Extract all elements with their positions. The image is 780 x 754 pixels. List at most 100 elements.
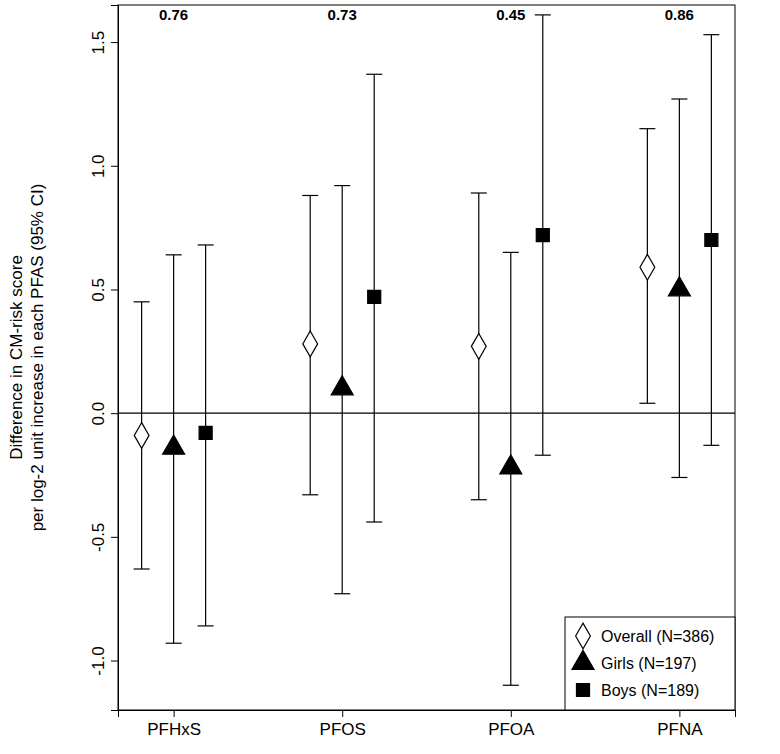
legend-symbol: [572, 650, 594, 669]
x-tick-mark: [174, 710, 175, 717]
y-tick-label: 0.0: [89, 402, 108, 426]
series: [198, 15, 720, 626]
error-bar-cap: [366, 521, 382, 522]
y-tick-label: -1.0: [89, 646, 108, 675]
x-tick-label: PFOS: [320, 720, 366, 739]
error-bar-cap: [703, 34, 719, 35]
legend-symbol: [576, 683, 589, 696]
point: [668, 277, 690, 296]
error-bar-cap: [366, 74, 382, 75]
error-bar-cap: [334, 593, 350, 594]
error-bar-cap: [471, 192, 487, 193]
legend-label: Girls (N=197): [601, 655, 697, 672]
x-axis: PFHxS PFOS PFOA PFNA: [119, 710, 736, 739]
x-tick: PFOS: [320, 710, 366, 739]
y-tick-mark: [111, 661, 118, 662]
x-tick-mark: [342, 710, 343, 717]
error-bar-cap: [198, 625, 214, 626]
x-tick-mark: [511, 710, 512, 717]
y-tick-mark: [111, 166, 118, 167]
p-value-label: 0.73: [328, 6, 357, 23]
legend-label: Overall (N=386): [601, 628, 714, 645]
y-axis-line: [111, 6, 119, 711]
x-tick-mark: [679, 710, 680, 717]
chart: -1.0 -0.5 0.0 0.5 1.0 1.5 PFHxS PFOS PFOA PFNA 0.7…: [0, 0, 780, 754]
y-axis-title-line: per log-2 unit increase in each PFAS (95…: [28, 184, 47, 532]
y-tick-mark: [111, 289, 118, 290]
error-bar: [703, 35, 719, 446]
error-bar-cap: [503, 685, 519, 686]
x-tick-label: PFOA: [488, 720, 535, 739]
y-tick-label: 1.0: [89, 154, 108, 178]
error-bar-cap: [166, 254, 182, 255]
point: [331, 376, 353, 395]
error-bar-cap: [134, 568, 150, 569]
y-tick-label: -0.5: [89, 523, 108, 552]
x-axis-line: [119, 711, 736, 718]
error-bar: [639, 129, 655, 404]
error-bar: [134, 302, 150, 569]
point: [368, 290, 381, 303]
p-value-label: 0.86: [665, 6, 694, 23]
y-tick: -1.0: [89, 646, 118, 675]
point: [705, 233, 718, 246]
reference-line: [118, 413, 735, 414]
error-bar-cap: [639, 403, 655, 404]
point: [134, 423, 149, 449]
error-bar-cap: [166, 643, 182, 644]
error-bar-cap: [198, 244, 214, 245]
y-tick: 0.5: [89, 278, 118, 302]
x-tick-label: PFHxS: [147, 720, 201, 739]
error-bar-cap: [134, 301, 150, 302]
x-tick-label: PFNA: [657, 720, 703, 739]
y-tick-mark: [111, 42, 118, 43]
x-tick: PFOA: [488, 710, 535, 739]
error-bar: [302, 195, 318, 494]
legend-box: [565, 617, 735, 710]
error-bar-cap: [302, 195, 318, 196]
error-bar-cap: [535, 14, 551, 15]
p-value-label: 0.76: [159, 6, 188, 23]
error-bar-cap: [671, 477, 687, 478]
error-bar-cap: [334, 185, 350, 186]
error-bar: [471, 193, 487, 500]
point: [536, 229, 549, 242]
y-tick: -0.5: [89, 523, 118, 552]
error-bar-cap: [535, 455, 551, 456]
error-bar: [535, 15, 551, 455]
point: [199, 426, 212, 439]
error-bar-cap: [503, 252, 519, 253]
y-tick-mark: [111, 413, 118, 414]
y-tick-label: 0.5: [89, 278, 108, 302]
point: [303, 331, 318, 357]
error-bar-cap: [639, 128, 655, 129]
y-tick-label: 1.5: [89, 31, 108, 55]
point: [163, 435, 185, 454]
y-axis-title: Difference in CM-risk scoreper log-2 uni…: [7, 184, 47, 532]
series: [134, 129, 656, 569]
legend-label: Boys (N=189): [601, 682, 699, 699]
p-value-label: 0.45: [496, 6, 525, 23]
point: [500, 455, 522, 474]
point: [640, 254, 655, 280]
error-bar-cap: [703, 445, 719, 446]
marks: [118, 15, 735, 685]
y-tick: 1.0: [89, 154, 118, 178]
y-tick: 0.0: [89, 402, 118, 426]
y-axis-title-line: Difference in CM-risk score: [7, 255, 26, 460]
legend: Overall (N=386) Girls (N=197) Boys (N=189): [565, 617, 735, 710]
y-axis: -1.0 -0.5 0.0 0.5 1.0 1.5: [89, 6, 119, 711]
y-tick: 1.5: [89, 31, 118, 55]
legend-symbol: [576, 623, 591, 649]
plot-frame: [118, 5, 735, 710]
x-tick: PFHxS: [147, 710, 201, 739]
error-bar: [198, 245, 214, 626]
error-bar-cap: [671, 98, 687, 99]
error-bar-cap: [302, 494, 318, 495]
point: [471, 334, 486, 360]
error-bar-cap: [471, 499, 487, 500]
series: [163, 99, 691, 685]
error-bar: [366, 74, 382, 522]
y-tick-mark: [111, 537, 118, 538]
x-tick: PFNA: [657, 710, 703, 739]
